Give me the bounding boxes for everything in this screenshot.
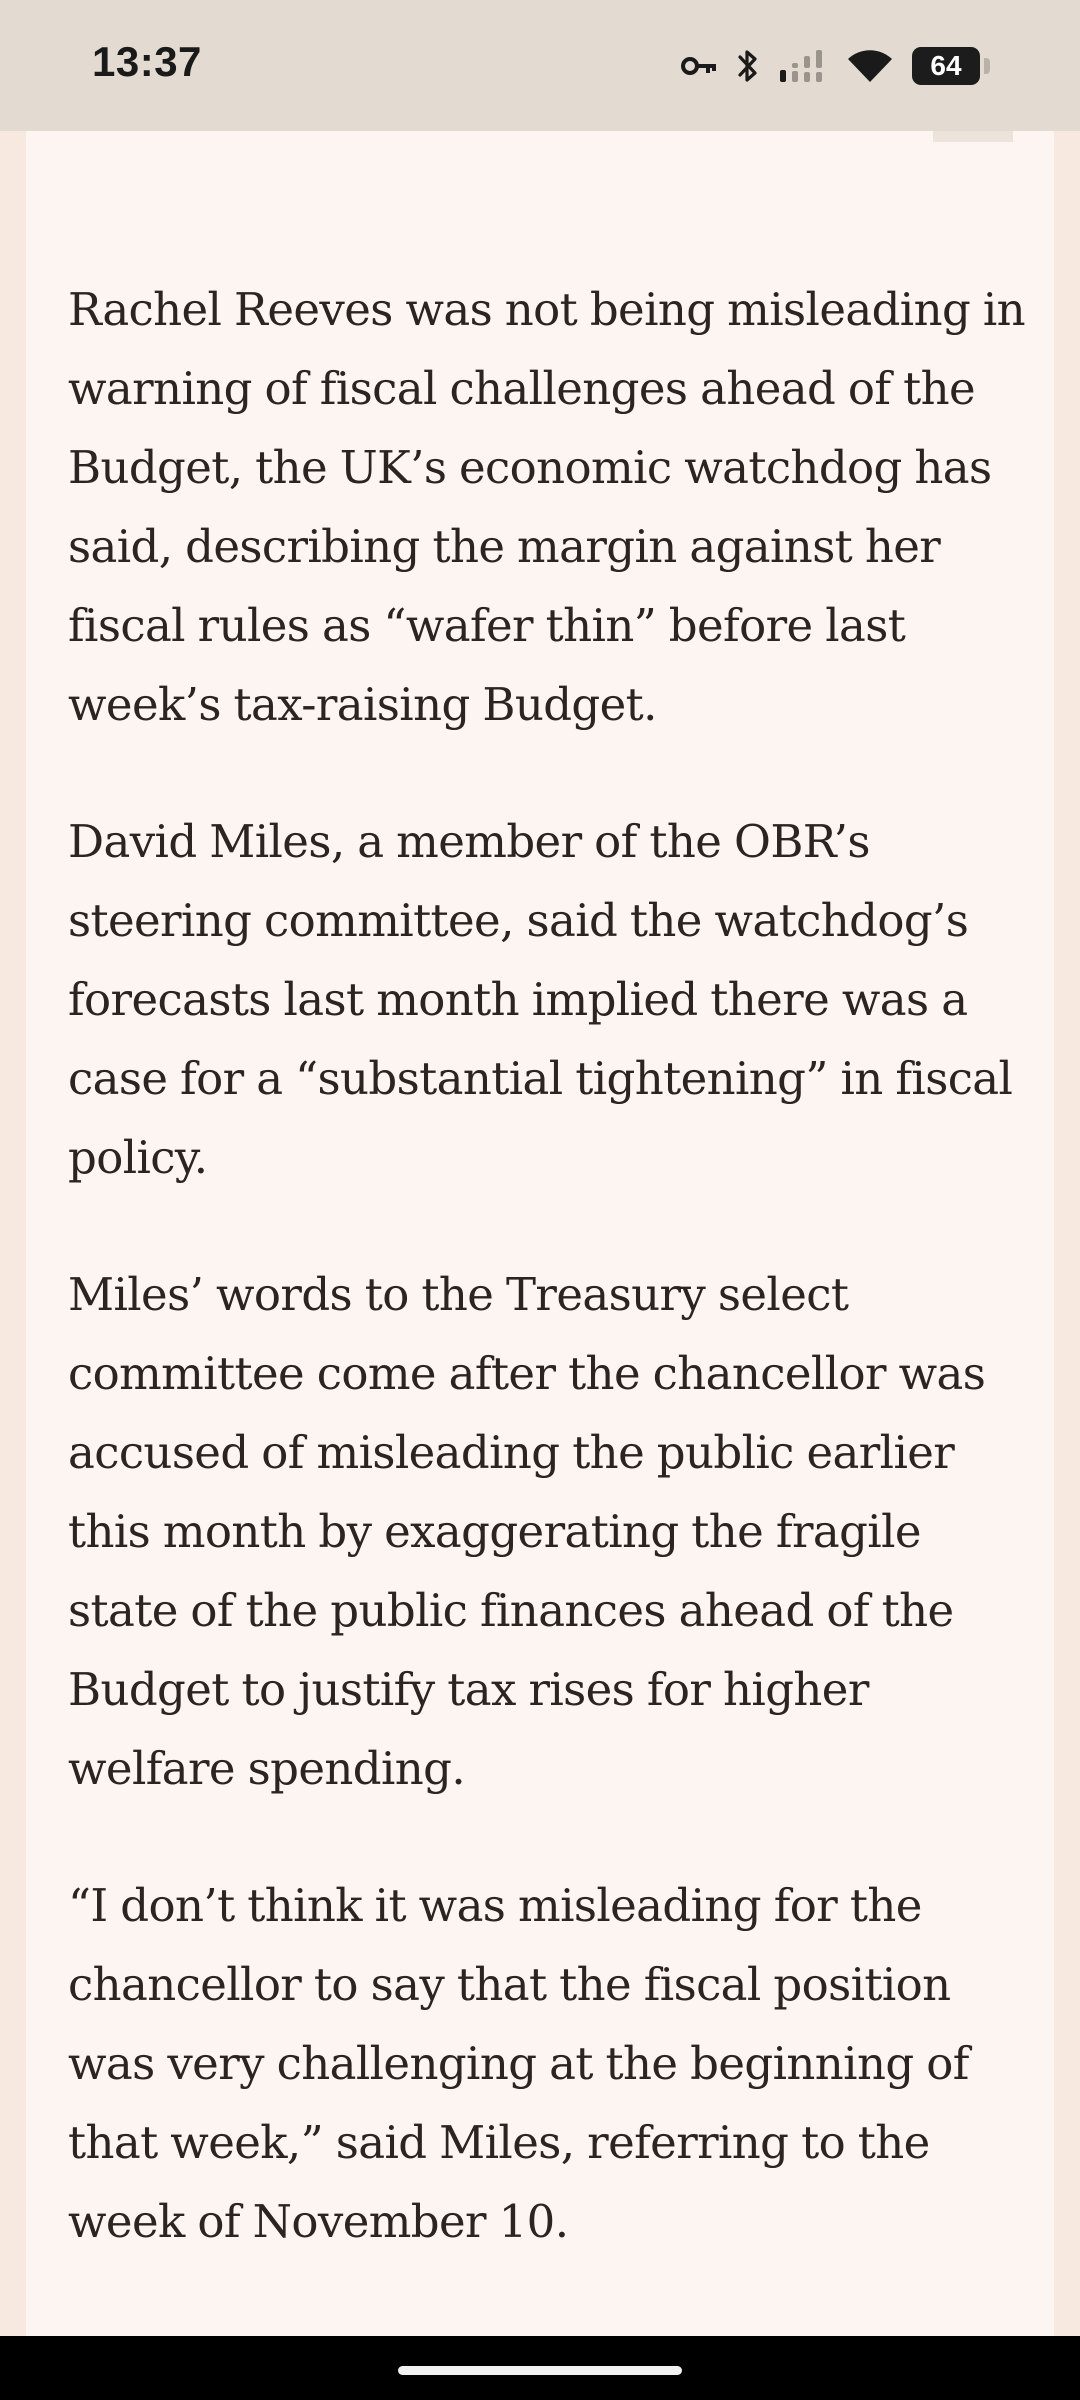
article-paragraph: David Miles, a member of the OBR’s steer… bbox=[68, 815, 1013, 1184]
cellular-signal-icon bbox=[780, 50, 822, 82]
article-paragraph: “I don’t think it was misleading for the… bbox=[68, 1879, 969, 2248]
battery-icon: 64 bbox=[912, 47, 990, 85]
battery-level: 64 bbox=[912, 47, 980, 85]
article-body: Rachel Reeves was not being misleading i… bbox=[68, 270, 1028, 2319]
vpn-key-icon bbox=[681, 57, 716, 75]
home-indicator[interactable] bbox=[398, 2366, 682, 2375]
status-bar: 13:37 64 bbox=[0, 0, 1080, 131]
article-page[interactable] bbox=[26, 131, 1054, 2336]
article-paragraph: Rachel Reeves was not being misleading i… bbox=[68, 283, 1026, 731]
status-time: 13:37 bbox=[92, 38, 202, 85]
page-corner-tab bbox=[933, 131, 1013, 142]
wifi-icon bbox=[848, 50, 892, 82]
bluetooth-icon bbox=[738, 50, 757, 82]
article-paragraph: Miles’ words to the Treasury select comm… bbox=[68, 1268, 986, 1795]
status-icons: 64 bbox=[680, 44, 990, 88]
